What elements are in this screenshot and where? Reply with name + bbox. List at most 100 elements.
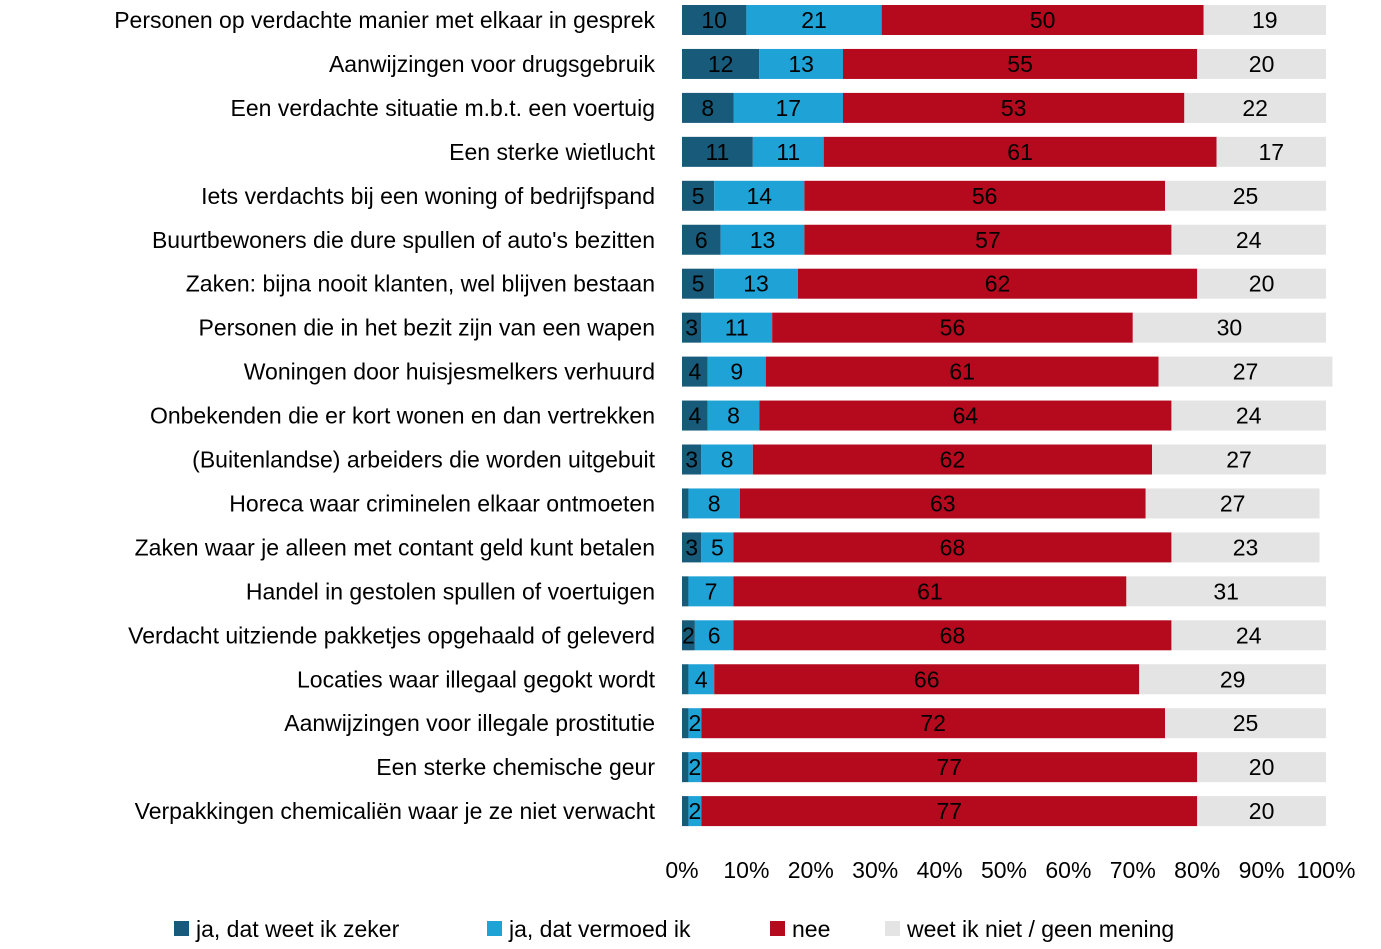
category-label: Locaties waar illegaal gegokt wordt: [297, 666, 656, 692]
value-label: 63: [930, 490, 956, 516]
value-label: 24: [1236, 403, 1262, 429]
bar-segment: [682, 312, 702, 343]
legend-label: ja, dat weet ik zeker: [195, 916, 400, 942]
value-label: 3: [685, 447, 698, 473]
value-label: 5: [692, 271, 705, 297]
value-label: 13: [750, 227, 776, 253]
legend-label: ja, dat vermoed ik: [508, 916, 691, 942]
category-label: Zaken waar je alleen met contant geld ku…: [135, 534, 655, 560]
value-label: 20: [1249, 798, 1275, 824]
value-label: 4: [688, 359, 701, 385]
value-label: 17: [1258, 139, 1284, 165]
bar-segment: [733, 92, 843, 123]
bar-segment: [701, 532, 734, 563]
value-label: 25: [1233, 183, 1259, 209]
bar-segment: [682, 48, 760, 79]
bar-segment: [688, 796, 702, 827]
category-label: Onbekenden die er kort wonen en dan vert…: [150, 403, 655, 429]
bar-segment: [823, 136, 1217, 167]
value-label: 29: [1220, 666, 1246, 692]
value-label: 13: [788, 51, 814, 77]
value-label: 21: [801, 7, 827, 33]
value-label: 56: [972, 183, 998, 209]
bar-segment: [1126, 576, 1326, 607]
bar-segment: [682, 356, 708, 387]
value-label: 53: [1001, 95, 1027, 121]
bar-segment: [701, 312, 773, 343]
bar-segment: [682, 444, 702, 475]
bar-segment: [682, 268, 715, 299]
category-label: Buurtbewoners die dure spullen of auto's…: [152, 227, 655, 253]
x-tick-label: 30%: [852, 857, 898, 883]
bar-segment: [1171, 620, 1326, 651]
legend-label: nee: [792, 916, 830, 942]
value-label: 68: [940, 622, 966, 648]
bar-segment: [1184, 92, 1326, 123]
x-tick-label: 20%: [788, 857, 834, 883]
bar-segment: [752, 444, 1153, 475]
legend-swatch: [885, 921, 900, 936]
category-label: Een sterke chemische geur: [376, 754, 655, 780]
x-tick-label: 40%: [917, 857, 963, 883]
value-label: 31: [1213, 578, 1239, 604]
bar-segment: [765, 356, 1159, 387]
bar-segment: [759, 400, 1172, 431]
bar-segment: [682, 708, 689, 739]
value-label: 27: [1233, 359, 1259, 385]
value-label: 8: [727, 403, 740, 429]
bar-segment: [682, 488, 689, 519]
value-label: 20: [1249, 51, 1275, 77]
bar-segment: [1197, 48, 1326, 79]
bar-segment: [682, 796, 689, 827]
bar-segment: [1203, 5, 1326, 35]
x-tick-label: 60%: [1045, 857, 1091, 883]
bar-segment: [843, 92, 1185, 123]
value-label: 61: [949, 359, 975, 385]
bar-segment: [1197, 796, 1326, 827]
bar-segment: [739, 488, 1146, 519]
category-label: Verpakkingen chemicaliën waar je ze niet…: [135, 798, 656, 824]
bar-segment: [1171, 224, 1326, 255]
value-label: 12: [708, 51, 734, 77]
bar-segment: [714, 180, 805, 211]
bar-segment: [707, 356, 766, 387]
value-label: 62: [940, 447, 966, 473]
x-tick-label: 100%: [1297, 857, 1356, 883]
bar-segment: [682, 136, 753, 167]
value-label: 25: [1233, 710, 1259, 736]
bar-segment: [843, 48, 1198, 79]
category-label: Iets verdachts bij een woning of bedrijf…: [201, 183, 655, 209]
bar-segment: [682, 664, 689, 695]
bar-segment: [682, 180, 715, 211]
value-label: 30: [1217, 315, 1243, 341]
value-label: 7: [705, 578, 718, 604]
bar-segment: [733, 576, 1127, 607]
value-label: 61: [1007, 139, 1033, 165]
value-label: 66: [914, 666, 940, 692]
bar-segment: [1145, 488, 1320, 519]
legend-swatch: [770, 921, 785, 936]
bar-segment: [1197, 268, 1326, 299]
bar-segment: [688, 488, 740, 519]
value-label: 2: [688, 710, 701, 736]
category-label: Woningen door huisjesmelkers verhuurd: [244, 359, 655, 385]
x-tick-label: 70%: [1110, 857, 1156, 883]
value-label: 14: [746, 183, 772, 209]
value-label: 9: [730, 359, 743, 385]
bar-segment: [701, 708, 1165, 739]
value-label: 5: [711, 534, 724, 560]
bar-segment: [688, 708, 702, 739]
x-tick-label: 10%: [723, 857, 769, 883]
bar-segment: [1216, 136, 1326, 167]
bar-segment: [1197, 752, 1326, 783]
bar-segment: [1171, 400, 1326, 431]
value-label: 11: [725, 315, 749, 341]
bar-segment: [1132, 312, 1326, 343]
bar-segment: [1165, 180, 1326, 211]
bar-segment: [682, 224, 721, 255]
value-label: 50: [1030, 7, 1056, 33]
value-label: 27: [1226, 447, 1252, 473]
bar-segment: [688, 576, 734, 607]
bar-segment: [804, 224, 1172, 255]
